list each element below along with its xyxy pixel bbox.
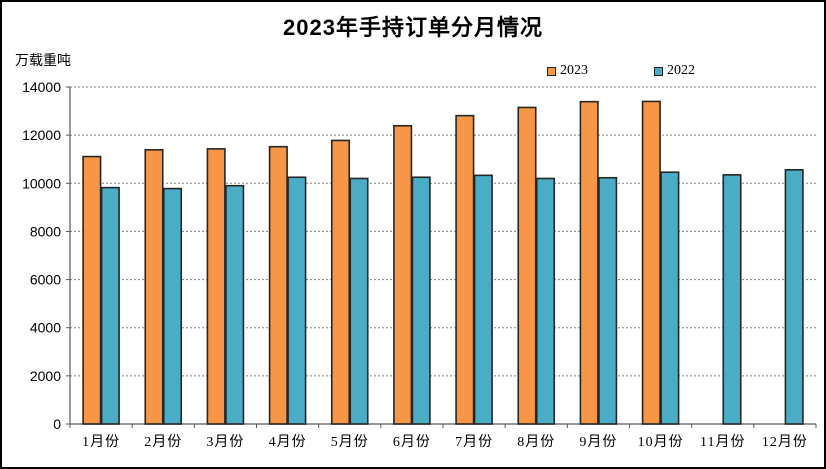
bar-2022-2月份 <box>162 187 183 425</box>
bar-2023-6月份 <box>393 124 413 425</box>
chart-title: 2023年手持订单分月情况 <box>283 15 543 40</box>
y-tick-label: 4000 <box>30 320 61 336</box>
bar-2022-4月份 <box>287 176 307 425</box>
bar-2023-1月份 <box>82 155 102 425</box>
legend-swatch-2022-icon <box>654 66 663 76</box>
bar-2023-7月份 <box>455 114 475 425</box>
x-category-label: 12月份 <box>762 434 808 450</box>
bar-2022-9月份 <box>598 176 618 425</box>
bar-2022-8月份 <box>535 177 556 425</box>
y-tick-label: 12000 <box>22 127 61 143</box>
legend-label-2023: 2023 <box>560 63 588 78</box>
y-tick-label: 8000 <box>30 223 61 239</box>
bar-2022-10月份 <box>660 171 680 425</box>
x-category-label: 5月份 <box>331 434 369 450</box>
bar-2023-3月份 <box>206 148 226 425</box>
x-category-label: 6月份 <box>393 434 431 450</box>
legend-item-2022: 2022 <box>654 63 695 79</box>
x-category-label: 2月份 <box>144 434 182 450</box>
bar-2023-2月份 <box>144 149 164 425</box>
bar-2022-6月份 <box>411 176 431 425</box>
bar-2022-11月份 <box>722 174 742 425</box>
y-tick-label: 0 <box>53 416 61 432</box>
y-tick-label: 14000 <box>22 79 61 95</box>
y-axis-unit-label: 万载重吨 <box>15 52 71 68</box>
x-category-label: 4月份 <box>269 434 307 450</box>
bar-2022-7月份 <box>473 174 493 425</box>
x-category-label: 3月份 <box>206 434 244 450</box>
x-category-label: 9月份 <box>579 434 617 450</box>
legend-label-2022: 2022 <box>667 63 695 78</box>
bar-2023-5月份 <box>330 139 351 425</box>
bar-2022-3月份 <box>225 184 245 425</box>
x-category-label: 10月份 <box>638 434 684 450</box>
bar-2023-9月份 <box>579 100 599 425</box>
bar-2022-12月份 <box>784 169 804 425</box>
bar-2023-10月份 <box>641 100 661 425</box>
bar-2023-8月份 <box>517 106 537 425</box>
legend-item-2023: 2023 <box>547 63 588 79</box>
y-tick-label: 6000 <box>30 272 61 288</box>
x-category-label: 1月份 <box>82 434 120 450</box>
bar-2023-4月份 <box>268 145 288 425</box>
bar-2022-5月份 <box>349 177 369 425</box>
y-tick-label: 2000 <box>30 368 61 384</box>
x-category-label: 8月份 <box>517 434 555 450</box>
legend-swatch-2023-icon <box>547 66 556 76</box>
y-tick-label: 10000 <box>22 175 61 191</box>
legend: 2023 2022 <box>547 63 695 79</box>
x-category-label: 7月份 <box>455 434 493 450</box>
x-category-label: 11月份 <box>700 434 745 450</box>
bar-2022-1月份 <box>100 186 120 425</box>
